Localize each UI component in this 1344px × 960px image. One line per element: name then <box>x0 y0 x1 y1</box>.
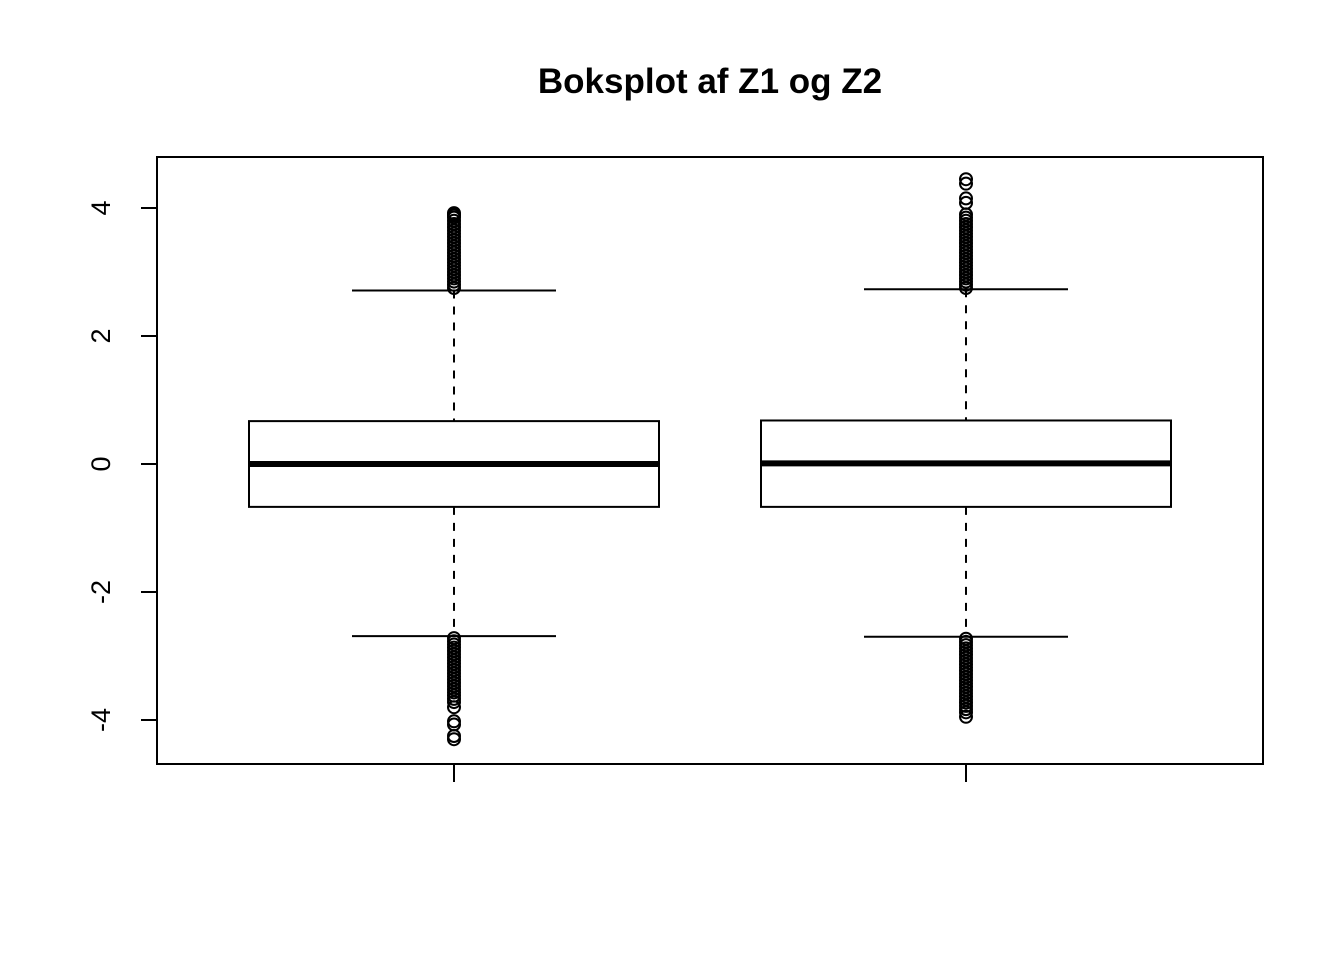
outlier-point <box>959 172 973 187</box>
y-tick-label: -2 <box>86 580 116 604</box>
plot-frame <box>156 156 1264 765</box>
outlier-point <box>447 281 461 295</box>
outlier-point <box>447 695 461 710</box>
outlier-point <box>447 732 461 747</box>
outlier-point <box>959 709 973 724</box>
y-tick-label: 2 <box>86 328 116 343</box>
outlier-point <box>959 281 973 295</box>
box-group <box>760 172 1172 724</box>
box-group <box>248 206 660 747</box>
boxes-layer <box>248 172 1172 747</box>
outlier-point <box>447 700 461 715</box>
chart-title: Boksplot af Z1 og Z2 <box>538 62 882 101</box>
y-tick-label: -4 <box>86 708 116 732</box>
y-axis: -4 -2 0 2 4 <box>86 200 157 732</box>
outlier-point <box>959 191 973 206</box>
outlier-point <box>959 705 973 720</box>
outlier-point <box>959 176 973 191</box>
y-tick-label: 4 <box>86 200 116 215</box>
x-axis <box>453 764 967 782</box>
y-tick-label: 0 <box>86 456 116 471</box>
